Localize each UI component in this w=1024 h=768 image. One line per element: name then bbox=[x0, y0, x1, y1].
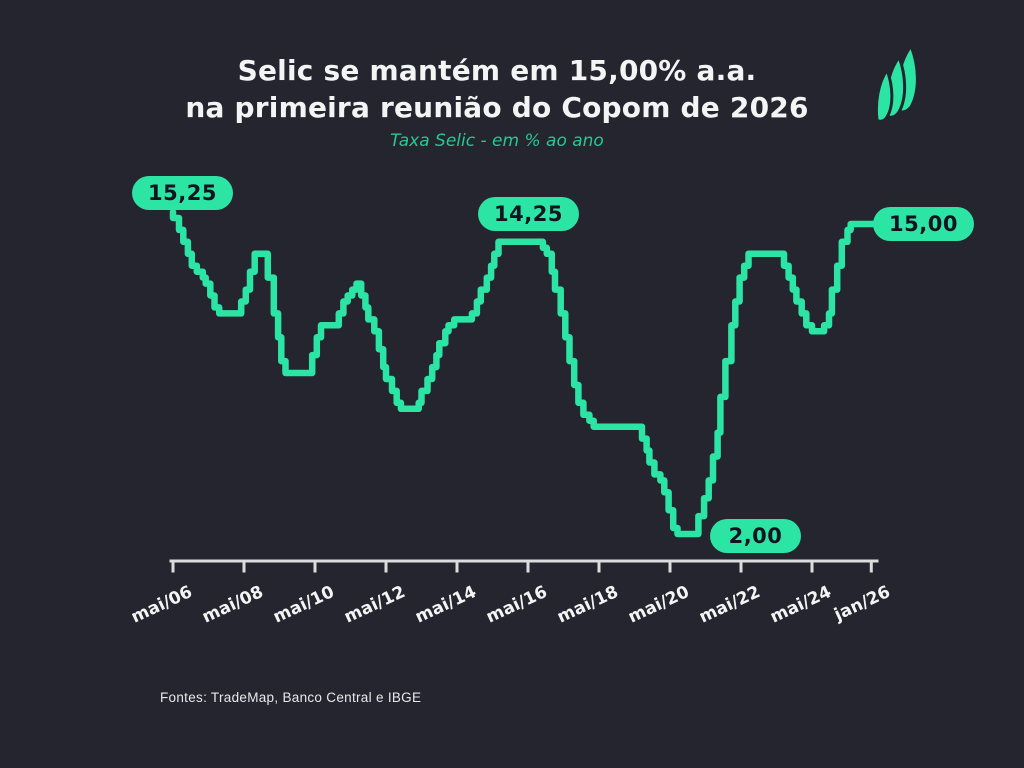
chart-title: Selic se mantém em 15,00% a.a. na primei… bbox=[0, 52, 994, 126]
source-footnote: Fontes: TradeMap, Banco Central e IBGE bbox=[160, 690, 422, 705]
sail-left-icon bbox=[874, 68, 894, 122]
selic-rate-line bbox=[169, 208, 879, 538]
chart-title-line1: Selic se mantém em 15,00% a.a. bbox=[237, 54, 757, 87]
annotation-pill-15-25: 15,25 bbox=[132, 176, 233, 210]
annotation-pill-15-00: 15,00 bbox=[873, 207, 974, 241]
trademap-sails-logo bbox=[874, 46, 919, 122]
chart-subtitle: Taxa Selic - em % ao ano bbox=[390, 131, 604, 151]
annotation-pill-14-25: 14,25 bbox=[478, 197, 579, 231]
chart-title-line2: na primeira reunião do Copom de 2026 bbox=[185, 91, 809, 124]
annotation-pill-2-00: 2,00 bbox=[710, 519, 801, 553]
